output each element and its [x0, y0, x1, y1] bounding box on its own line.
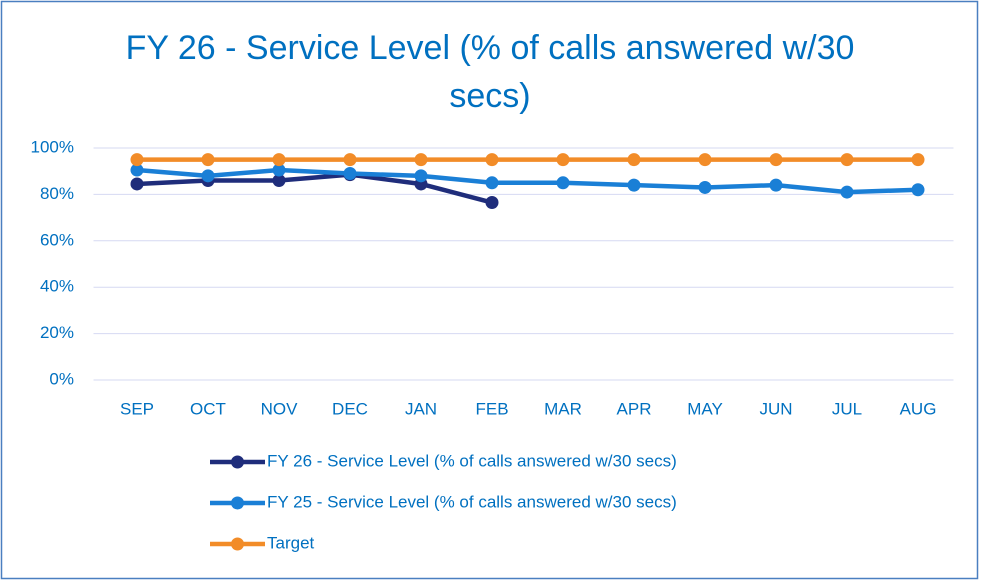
y-tick-label: 40% [40, 277, 74, 296]
y-tick-label: 80% [40, 184, 74, 203]
data-point [911, 183, 925, 197]
data-point [272, 153, 286, 167]
data-point [627, 153, 641, 167]
y-tick-label: 100% [31, 137, 74, 156]
y-tick-label: 0% [49, 369, 74, 388]
legend-label: FY 25 - Service Level (% of calls answer… [267, 492, 677, 511]
data-point [911, 153, 925, 167]
data-point [130, 153, 144, 167]
data-point [130, 177, 144, 191]
data-point [698, 153, 712, 167]
x-tick-label: MAY [687, 399, 723, 418]
data-point [485, 153, 499, 167]
x-tick-label: JAN [405, 399, 437, 418]
y-tick-label: 60% [40, 230, 74, 249]
y-tick-label: 20% [40, 323, 74, 342]
x-tick-label: AUG [900, 399, 937, 418]
series-line [136, 172, 493, 205]
x-tick-label: MAR [544, 399, 582, 418]
data-point [130, 163, 144, 177]
x-tick-label: APR [617, 399, 652, 418]
data-point [840, 185, 854, 199]
data-point [769, 153, 783, 167]
data-point [272, 163, 286, 177]
data-point [840, 153, 854, 167]
x-tick-label: FEB [475, 399, 508, 418]
legend-label: Target [267, 533, 315, 552]
data-point [627, 178, 641, 192]
data-point [414, 169, 428, 183]
data-point [272, 173, 286, 187]
series-line [136, 167, 919, 195]
data-point [343, 167, 357, 181]
x-tick-label: SEP [120, 399, 154, 418]
data-point [414, 153, 428, 167]
data-point [201, 169, 215, 183]
data-point [556, 176, 570, 190]
data-point [769, 178, 783, 192]
x-tick-label: OCT [190, 399, 226, 418]
x-tick-label: DEC [332, 399, 368, 418]
data-point [698, 180, 712, 194]
x-tick-label: JUN [759, 399, 792, 418]
data-point [201, 153, 215, 167]
x-tick-label: JUL [832, 399, 862, 418]
legend-marker [231, 496, 244, 510]
legend-label: FY 26 - Service Level (% of calls answer… [267, 451, 677, 470]
data-point [556, 153, 570, 167]
data-point [485, 176, 499, 190]
x-tick-label: NOV [261, 399, 299, 418]
legend-marker [231, 455, 244, 469]
data-point [485, 196, 499, 210]
chart-title: FY 26 - Service Level (% of calls answer… [125, 29, 855, 115]
legend-marker [231, 537, 244, 551]
data-point [343, 153, 357, 167]
